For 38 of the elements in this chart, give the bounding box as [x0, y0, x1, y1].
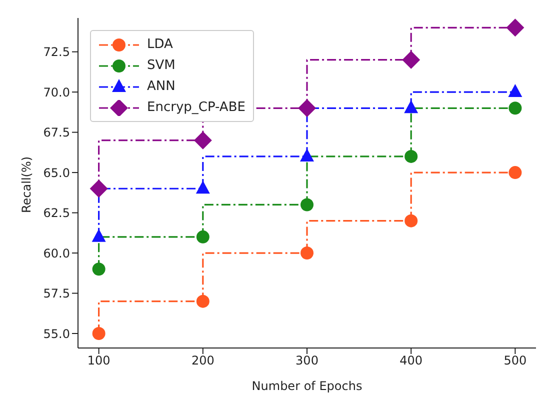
point	[508, 166, 522, 180]
y-tick-label: 60.0	[43, 246, 70, 260]
legend-label: Encryp_CP-ABE	[147, 99, 246, 117]
legend-label: SVM	[147, 57, 176, 75]
point	[508, 102, 522, 115]
y-tick-label: 55.0	[43, 326, 70, 341]
x-axis-title: Number of Epochs	[252, 379, 362, 393]
y-tick-label: 70.0	[43, 85, 70, 100]
point	[402, 50, 420, 69]
x-tick-label: 300	[296, 354, 318, 368]
point	[404, 100, 418, 114]
point	[196, 294, 210, 308]
x-tick-label: 200	[191, 354, 214, 368]
point	[90, 180, 108, 198]
point	[404, 150, 418, 163]
point	[506, 18, 524, 37]
y-axis-title: Recall(%)	[19, 156, 34, 213]
point	[196, 230, 210, 244]
y-tick-label: 62.5	[43, 206, 70, 220]
point	[300, 246, 314, 260]
x-tick-label: 500	[504, 354, 527, 368]
y-tick-label: 72.5	[43, 45, 70, 60]
point	[508, 84, 522, 98]
point	[196, 180, 210, 194]
y-tick-label: 57.5	[43, 286, 70, 301]
y-tick-label: 67.5	[43, 126, 70, 140]
point	[194, 131, 212, 150]
point	[404, 214, 418, 228]
point	[300, 148, 314, 162]
point	[298, 99, 316, 118]
y-tick-label: 65.0	[43, 166, 70, 180]
point	[300, 198, 314, 212]
x-tick-label: 100	[87, 354, 110, 368]
x-tick-label: 400	[400, 354, 423, 368]
legend-label: ANN	[147, 78, 176, 96]
point	[92, 262, 106, 276]
legend-label: LDA	[147, 36, 173, 54]
point	[92, 327, 106, 340]
